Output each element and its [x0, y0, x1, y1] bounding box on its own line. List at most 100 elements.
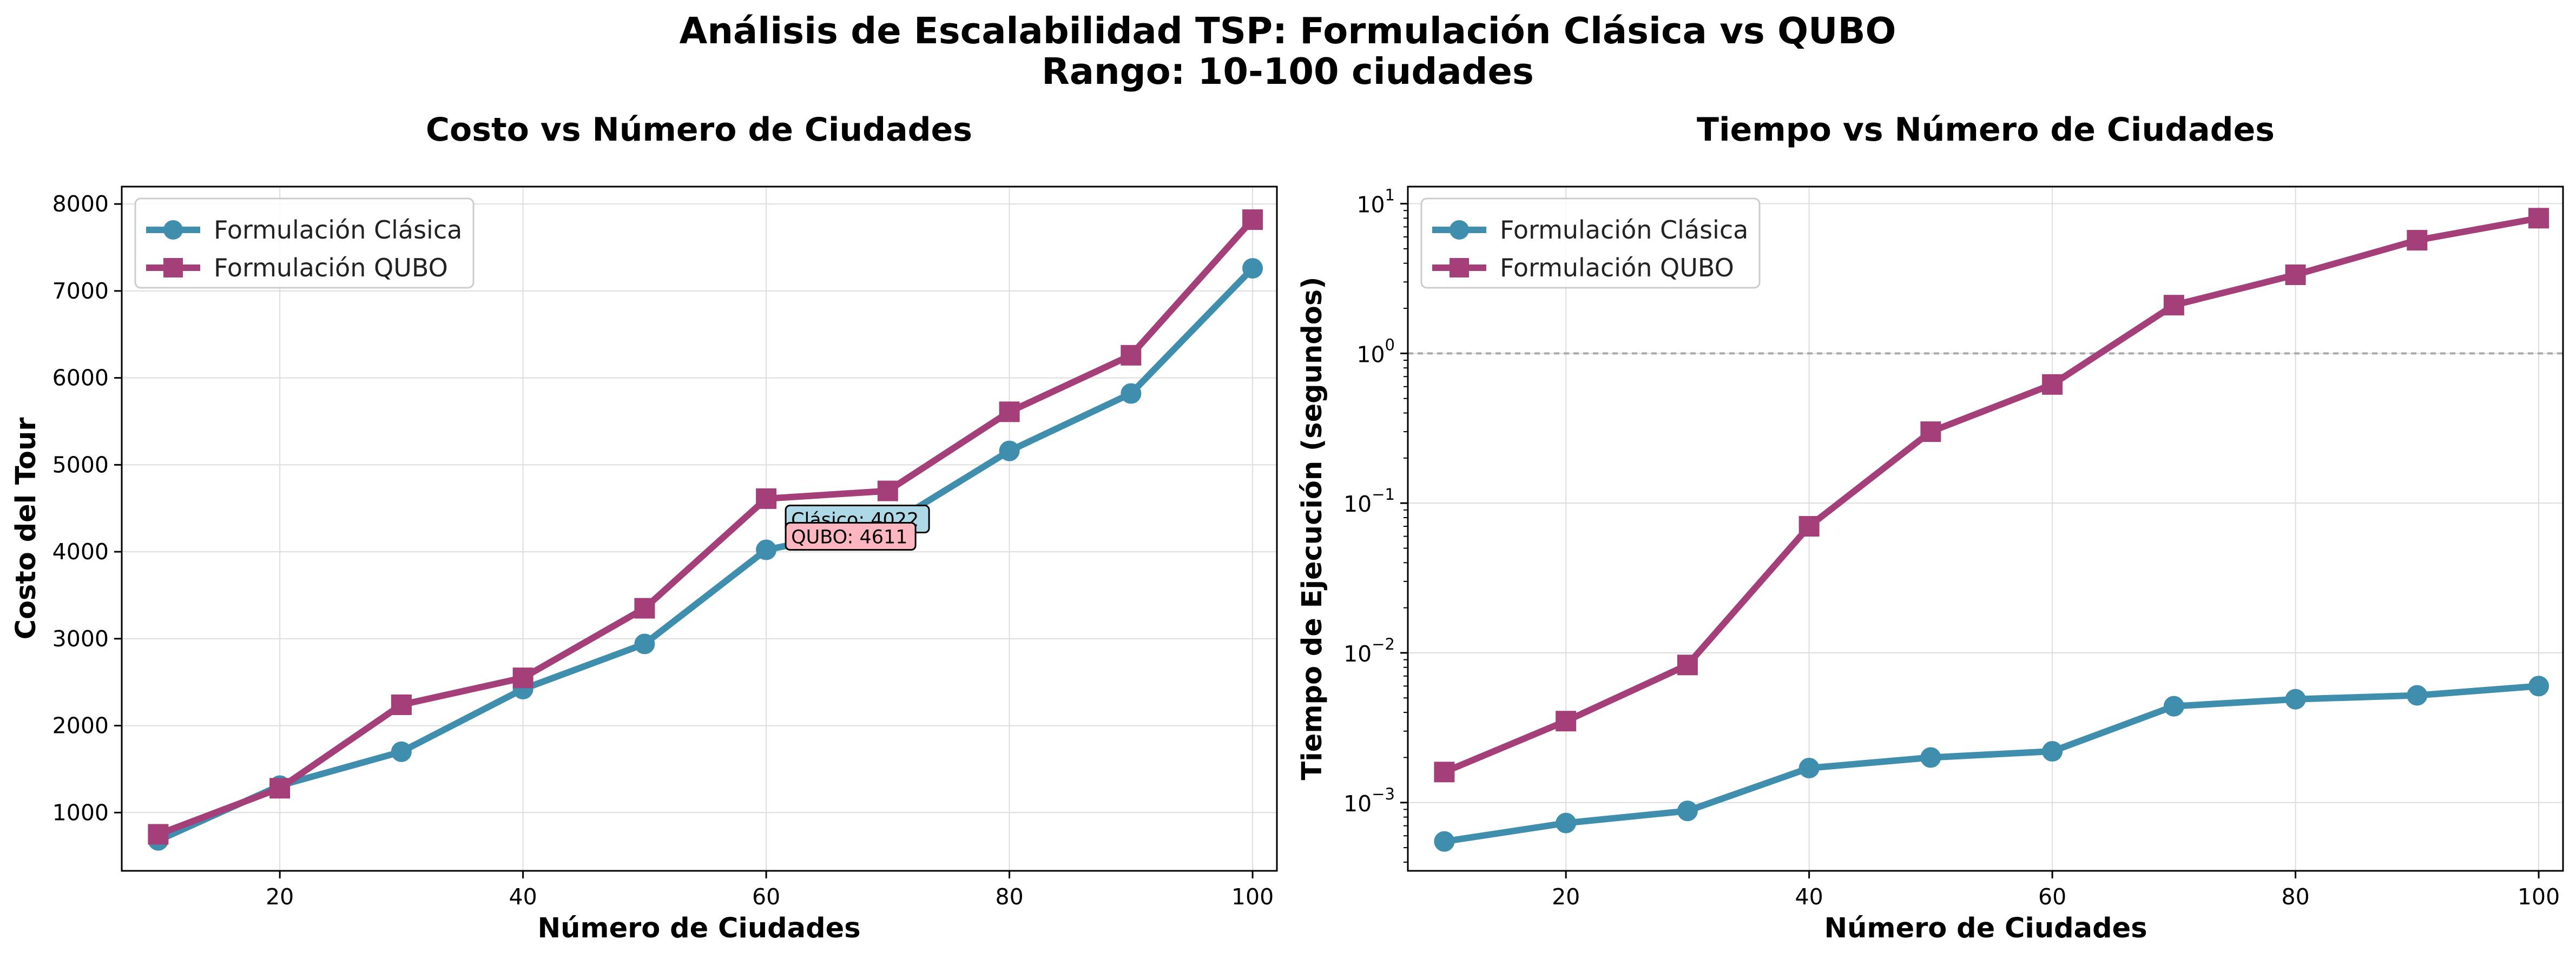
- cost-chart-y-tick-label: 8000: [52, 191, 109, 217]
- time-chart-point-qubo: [2407, 230, 2428, 251]
- cost-chart-y-tick-label: 7000: [52, 278, 109, 304]
- time-chart-point-qubo: [2163, 295, 2184, 316]
- time-chart-x-tick-label: 100: [2518, 884, 2560, 910]
- annotation-box-qubo: [785, 522, 917, 551]
- cost-chart-y-tick-label: 6000: [52, 365, 109, 391]
- cost-chart-point-clasica: [756, 539, 777, 560]
- time-chart-x-tick-label: 40: [1795, 884, 1823, 910]
- cost-chart-point-clasica: [634, 633, 655, 654]
- cost-chart-y-ticks: 1000 2000 3000 4000 5000 6000 7000 8000: [52, 191, 122, 825]
- cost-chart-y-axis-label: Costo del Tour: [10, 418, 42, 640]
- cost-chart-point-qubo: [1242, 209, 1263, 230]
- cost-chart-y-tick-label: 4000: [52, 539, 109, 565]
- cost-chart-point-qubo: [634, 598, 655, 619]
- cost-chart-line-qubo: [155, 216, 1256, 838]
- time-chart-plot-area: [1408, 187, 2563, 871]
- time-chart-y-tick-label: 10−3: [1343, 785, 1395, 817]
- time-chart-frame: [1407, 186, 2564, 872]
- time-chart-point-clasica: [2042, 741, 2063, 762]
- time-chart-legend-marker-qubo: [1450, 258, 1469, 277]
- cost-chart-point-clasica: [1121, 383, 1142, 404]
- time-chart-legend: Formulación Clásica Formulación QUBO: [1420, 197, 1761, 289]
- time-chart-x-axis-label: Número de Ciudades: [1824, 912, 2147, 944]
- time-chart-legend-label-clasica: Formulación Clásica: [1500, 215, 1748, 244]
- cost-chart-point-clasica: [391, 741, 412, 762]
- time-chart-y-tick-label: 101: [1356, 186, 1395, 218]
- time-chart-y-tick-label: 10−1: [1343, 485, 1395, 517]
- time-chart-point-clasica: [2163, 696, 2184, 717]
- time-chart-legend-label-qubo: Formulación QUBO: [1500, 253, 1734, 282]
- time-chart-series: [1434, 208, 2549, 852]
- cost-chart-point-qubo: [1121, 345, 1142, 366]
- time-chart-x-tick-label: 80: [2281, 884, 2309, 910]
- cost-chart-point-qubo: [391, 694, 412, 715]
- time-chart-line-qubo: [1441, 215, 2542, 776]
- cost-chart-frame: [121, 186, 1278, 872]
- time-chart-point-clasica: [2528, 676, 2549, 697]
- cost-chart-legend-marker-clasica: [163, 220, 183, 240]
- cost-chart-line-clasica: [155, 265, 1256, 844]
- cost-chart-x-tick-label: 100: [1231, 884, 1274, 910]
- cost-chart-point-qubo: [512, 667, 533, 689]
- time-chart-y-tick-label: 10−2: [1343, 635, 1395, 667]
- time-chart-point-qubo: [1556, 711, 1577, 732]
- time-chart-point-clasica: [1434, 831, 1455, 852]
- time-chart-legend-marker-clasica: [1450, 220, 1469, 240]
- time-chart-line-clasica: [1441, 683, 2542, 845]
- time-chart: Tiempo vs Número de Ciudades 20 40 60 80 100…: [1296, 111, 2564, 944]
- cost-chart-y-tick-label: 3000: [52, 626, 109, 652]
- cost-chart-point-qubo: [148, 824, 169, 845]
- time-chart-x-tick-label: 20: [1552, 884, 1580, 910]
- cost-chart-point-clasica: [999, 440, 1020, 461]
- time-chart-point-qubo: [1434, 762, 1455, 783]
- time-chart-y-axis-label: Tiempo de Ejecución (segundos): [1296, 277, 1328, 781]
- cost-chart-x-tick-label: 80: [995, 884, 1023, 910]
- cost-chart-point-qubo: [269, 778, 291, 799]
- time-chart-y-ticks: 10−3 10−2 10−1 100 101: [1343, 186, 1408, 863]
- cost-chart-x-tick-label: 40: [509, 884, 537, 910]
- cost-chart-annotations: Clásico: 4022 QUBO: 4611: [785, 505, 930, 551]
- cost-chart-series: [148, 209, 1263, 851]
- cost-chart-y-tick-label: 1000: [52, 799, 109, 825]
- cost-chart-x-axis-label: Número de Ciudades: [537, 912, 860, 944]
- time-chart-point-clasica: [2285, 689, 2306, 710]
- time-chart-point-qubo: [2042, 374, 2063, 395]
- cost-chart-legend: Formulación Clásica Formulación QUBO: [134, 197, 475, 289]
- annotation-label-qubo: QUBO: 4611: [791, 527, 908, 548]
- cost-chart-y-tick-label: 5000: [52, 452, 109, 478]
- cost-chart-x-tick-label: 20: [266, 884, 294, 910]
- cost-chart-point-qubo: [999, 401, 1020, 422]
- cost-chart-legend-marker-qubo: [163, 258, 183, 277]
- cost-chart-legend-label-qubo: Formulación QUBO: [214, 253, 448, 282]
- figure-title-line1: Análisis de Escalabilidad TSP: Formulaci…: [680, 10, 1896, 52]
- time-chart-point-clasica: [1920, 747, 1941, 768]
- time-chart-point-qubo: [1920, 421, 1941, 442]
- cost-chart-legend-label-clasica: Formulación Clásica: [214, 215, 462, 244]
- time-chart-point-qubo: [2528, 208, 2549, 229]
- cost-chart-title: Costo vs Número de Ciudades: [426, 111, 972, 149]
- cost-chart-y-tick-label: 2000: [52, 713, 109, 739]
- time-chart-y-tick-label: 100: [1356, 335, 1395, 367]
- cost-chart-grid: [122, 187, 1277, 871]
- time-chart-legend-box: [1420, 197, 1761, 289]
- time-chart-x-tick-label: 60: [2038, 884, 2066, 910]
- cost-chart-point-qubo: [877, 480, 898, 501]
- cost-chart-legend-box: [134, 197, 475, 289]
- time-chart-point-clasica: [1798, 758, 1820, 779]
- cost-chart: Costo vs Número de Ciudades Clásico: 402…: [10, 111, 1278, 944]
- cost-chart-x-ticks: 20 40 60 80 100: [266, 871, 1274, 910]
- figure-title-line2: Rango: 10-100 ciudades: [1042, 50, 1534, 92]
- time-chart-point-clasica: [1677, 801, 1698, 822]
- time-chart-point-qubo: [1677, 654, 1698, 676]
- time-chart-point-clasica: [1556, 812, 1577, 834]
- cost-chart-point-clasica: [1242, 258, 1263, 279]
- time-chart-point-qubo: [1798, 516, 1820, 537]
- cost-chart-point-qubo: [756, 488, 777, 509]
- cost-chart-plot-area: [122, 187, 1277, 871]
- cost-chart-x-tick-label: 60: [752, 884, 780, 910]
- time-chart-title: Tiempo vs Número de Ciudades: [1697, 111, 2275, 149]
- time-chart-point-clasica: [2407, 685, 2428, 706]
- time-chart-x-ticks: 20 40 60 80 100: [1552, 871, 2560, 910]
- time-chart-point-qubo: [2285, 264, 2306, 286]
